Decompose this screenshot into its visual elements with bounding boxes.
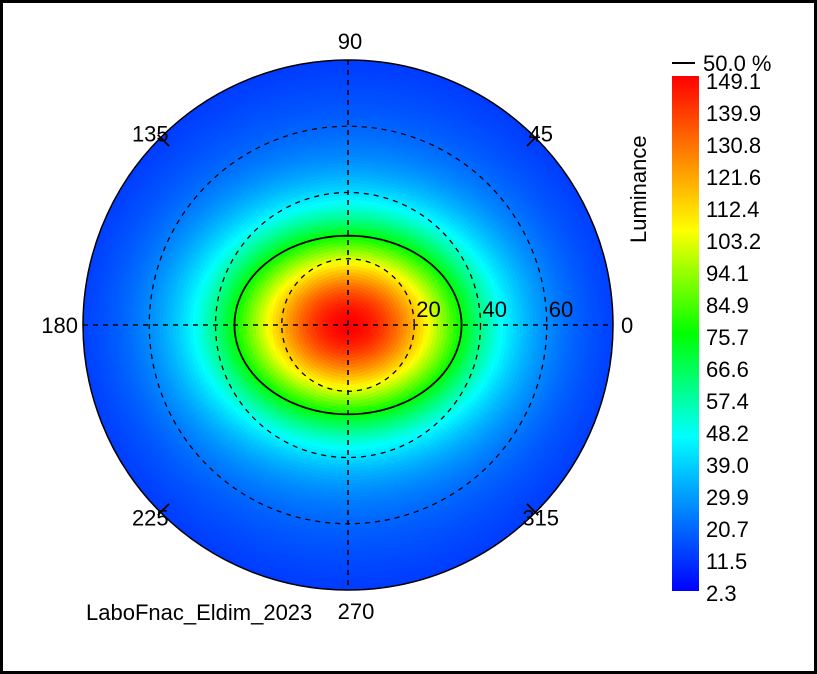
luminance-cell (248, 324, 253, 330)
luminance-cell (377, 324, 382, 327)
luminance-disc (83, 60, 613, 590)
luminance-cell (258, 324, 263, 330)
luminance-cell (344, 394, 349, 399)
luminance-cell (248, 320, 253, 326)
luminance-cell (357, 324, 362, 326)
luminance-cell (342, 215, 349, 220)
luminance-cell (344, 384, 349, 389)
luminance-cell (238, 319, 243, 326)
luminance-cell (417, 324, 422, 329)
luminance-cell (347, 225, 353, 230)
luminance-cell (268, 321, 273, 326)
luminance-cell (347, 245, 352, 250)
luminance-cell (258, 320, 263, 326)
luminance-cell (367, 324, 372, 327)
luminance-cell (407, 324, 412, 329)
luminance-cell (387, 324, 392, 328)
luminance-cell (347, 215, 354, 220)
luminance-cell (343, 225, 349, 230)
luminance-cell (238, 324, 243, 331)
luminance-cell (397, 324, 402, 328)
chart-frame: 0 45 90 135 180 225 270 315 20 40 60 50.0 % Lumin… (3, 3, 814, 671)
